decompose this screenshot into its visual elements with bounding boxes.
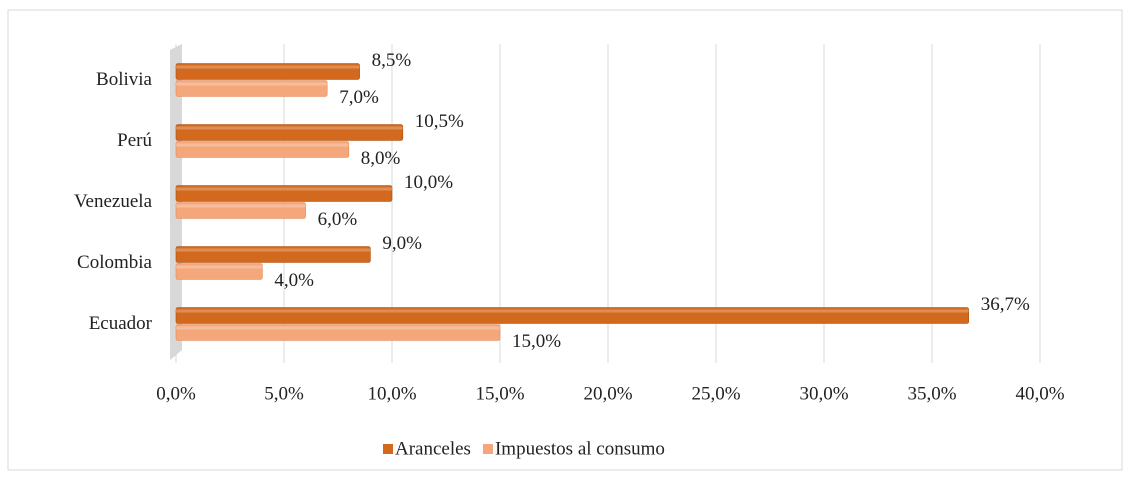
bar	[175, 263, 263, 280]
data-label: 7,0%	[339, 87, 379, 108]
bar-highlight	[176, 187, 392, 191]
bar	[175, 324, 501, 341]
data-label: 15,0%	[512, 331, 561, 352]
y-tick-label: Ecuador	[89, 313, 153, 334]
x-tick-label: 35,0%	[907, 383, 956, 404]
data-label: 6,0%	[318, 209, 358, 230]
bar-highlight	[176, 82, 328, 86]
legend-swatch	[482, 444, 493, 454]
data-label: 8,5%	[372, 50, 412, 71]
bar	[175, 63, 360, 80]
bar-highlight	[176, 204, 306, 208]
y-tick-label: Venezuela	[74, 191, 153, 212]
data-label: 9,0%	[382, 233, 422, 254]
data-label: 8,0%	[361, 148, 401, 169]
legend-label: Impuestos al consumo	[495, 438, 665, 459]
x-tick-label: 10,0%	[367, 383, 416, 404]
bar	[175, 246, 371, 263]
y-tick-label: Bolivia	[96, 69, 153, 90]
legend-label: Aranceles	[395, 438, 471, 459]
y-tick-label: Perú	[117, 130, 152, 151]
x-tick-label: 30,0%	[799, 383, 848, 404]
x-tick-label: 20,0%	[583, 383, 632, 404]
data-label: 10,5%	[415, 111, 464, 132]
bar-highlight	[176, 326, 500, 330]
bar-highlight	[176, 248, 371, 252]
legend-swatch	[383, 444, 393, 454]
bar	[175, 124, 404, 141]
bar	[175, 307, 970, 324]
data-label: 36,7%	[981, 294, 1030, 315]
x-tick-label: 25,0%	[691, 383, 740, 404]
bar	[175, 80, 328, 97]
bar-highlight	[176, 265, 263, 269]
bar	[175, 185, 393, 202]
x-tick-label: 40,0%	[1015, 383, 1064, 404]
bar-highlight	[176, 143, 349, 147]
bar	[175, 202, 306, 219]
data-label: 4,0%	[274, 270, 314, 291]
bar-highlight	[176, 126, 403, 130]
x-tick-label: 5,0%	[264, 383, 304, 404]
y-tick-label: Colombia	[77, 252, 153, 273]
x-tick-label: 0,0%	[156, 383, 196, 404]
bar-highlight	[176, 65, 360, 69]
data-label: 10,0%	[404, 172, 453, 193]
bar-highlight	[176, 309, 969, 313]
x-tick-label: 15,0%	[475, 383, 524, 404]
bar	[175, 141, 350, 158]
